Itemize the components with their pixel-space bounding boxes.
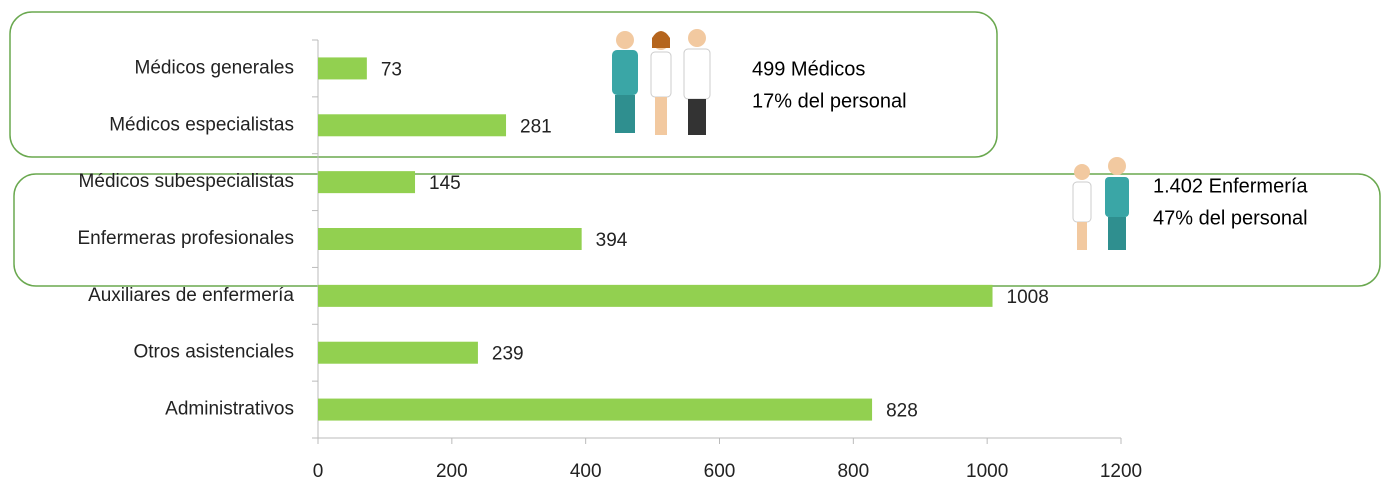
- y-tick-label: Médicos generales: [135, 57, 294, 78]
- y-tick-label: Administrativos: [165, 399, 294, 420]
- x-tick-label: 200: [436, 461, 468, 482]
- y-tick-label: Médicos subespecialistas: [79, 171, 294, 192]
- medicos-box: [9, 11, 998, 158]
- data-label: 73: [381, 59, 402, 80]
- x-tick-label: 1000: [966, 461, 1008, 482]
- data-label: 828: [886, 401, 918, 422]
- data-label: 1008: [1007, 287, 1049, 308]
- annotation: 17% del personal: [752, 90, 907, 112]
- enfermeria-icons: [1072, 157, 1129, 250]
- bar: [318, 114, 507, 137]
- data-label: 281: [520, 116, 552, 137]
- annotation: 499 Médicos: [752, 58, 865, 80]
- x-tick-label: 1200: [1100, 461, 1142, 482]
- medicos-icons: [612, 29, 711, 135]
- data-label: 394: [596, 230, 628, 251]
- annotation: 1.402 Enfermería: [1153, 175, 1308, 197]
- bar: [318, 57, 367, 80]
- bar: [318, 284, 993, 307]
- bar: [318, 398, 873, 421]
- bar: [318, 228, 582, 250]
- bar: [318, 171, 416, 194]
- x-tick-label: 0: [313, 461, 324, 482]
- x-tick-label: 800: [837, 461, 869, 482]
- data-label: 239: [492, 344, 524, 365]
- x-tick-label: 400: [570, 461, 602, 482]
- x-tick-label: 600: [704, 461, 736, 482]
- data-label: 145: [429, 173, 461, 194]
- bar: [318, 341, 478, 364]
- y-tick-label: Otros asistenciales: [133, 342, 294, 363]
- annotation: 47% del personal: [1153, 207, 1308, 229]
- y-tick-label: Enfermeras profesionales: [78, 228, 295, 249]
- y-tick-label: Auxiliares de enfermería: [88, 285, 294, 306]
- y-tick-label: Médicos especialistas: [109, 114, 294, 135]
